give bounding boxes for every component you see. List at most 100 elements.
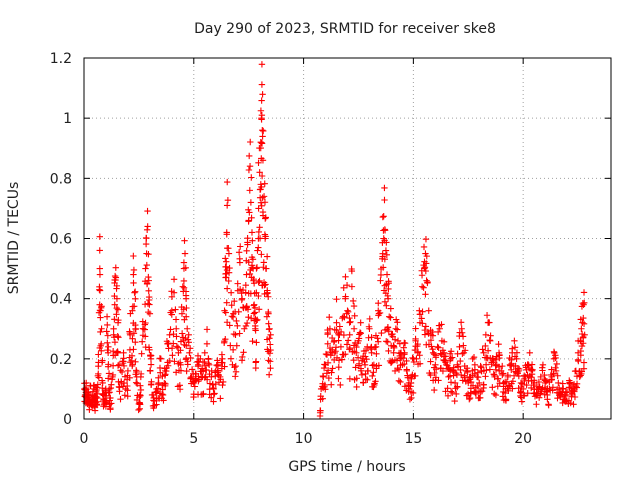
data-point xyxy=(385,280,392,287)
data-point xyxy=(217,395,224,402)
data-point xyxy=(113,285,120,292)
data-point xyxy=(413,355,420,363)
data-point xyxy=(232,362,239,370)
data-point xyxy=(119,383,127,390)
data-point xyxy=(227,342,234,349)
data-point xyxy=(255,292,262,300)
data-point xyxy=(247,199,255,206)
data-point xyxy=(486,366,494,373)
data-point xyxy=(255,278,262,286)
data-point xyxy=(573,372,581,380)
data-point xyxy=(539,361,547,369)
data-point xyxy=(552,352,559,359)
data-point xyxy=(246,163,254,170)
data-point xyxy=(353,375,360,382)
data-point xyxy=(177,347,184,354)
data-point xyxy=(427,358,434,365)
data-point xyxy=(545,401,552,408)
data-point xyxy=(259,127,266,134)
data-point xyxy=(462,367,470,375)
data-point xyxy=(484,347,492,354)
data-point xyxy=(136,401,144,408)
data-point xyxy=(225,250,233,257)
data-point xyxy=(435,344,442,351)
data-point xyxy=(393,357,401,364)
data-point xyxy=(392,325,400,332)
data-point xyxy=(317,407,324,414)
data-point xyxy=(432,365,440,373)
data-point xyxy=(425,307,432,314)
data-point xyxy=(131,303,138,310)
y-tick-label: 0.4 xyxy=(50,292,72,308)
data-point xyxy=(113,304,120,312)
data-point xyxy=(377,271,385,279)
data-point xyxy=(222,309,229,316)
data-point xyxy=(137,373,145,381)
data-point xyxy=(151,402,158,409)
data-point xyxy=(258,61,266,68)
data-point xyxy=(422,291,429,298)
data-point xyxy=(162,380,169,388)
data-point xyxy=(379,213,387,221)
data-point xyxy=(142,234,150,242)
data-point xyxy=(108,400,115,407)
data-point xyxy=(265,371,273,378)
data-point xyxy=(162,371,169,378)
data-point xyxy=(256,224,263,231)
data-point xyxy=(369,372,376,380)
data-point xyxy=(236,330,243,337)
data-point xyxy=(387,305,394,312)
data-point xyxy=(356,329,364,336)
data-point xyxy=(325,374,333,382)
data-point xyxy=(472,389,479,396)
data-point xyxy=(423,252,430,260)
data-point xyxy=(146,367,154,374)
data-point xyxy=(520,372,528,379)
x-tick-label: 10 xyxy=(295,431,313,447)
data-point xyxy=(170,340,177,347)
data-point xyxy=(255,306,263,313)
data-point xyxy=(262,265,270,272)
data-point xyxy=(420,284,427,291)
data-point xyxy=(530,381,537,389)
data-point xyxy=(499,371,506,379)
data-point xyxy=(145,287,152,294)
data-point xyxy=(105,361,112,368)
x-tick-label: 20 xyxy=(514,431,532,447)
data-point xyxy=(324,340,331,347)
data-point xyxy=(357,319,364,326)
data-point xyxy=(201,358,208,366)
data-point xyxy=(145,308,152,316)
data-point xyxy=(242,289,249,296)
data-point xyxy=(155,374,162,382)
data-point xyxy=(335,357,343,364)
data-point xyxy=(245,206,252,213)
data-point xyxy=(183,304,190,312)
data-point xyxy=(186,349,193,357)
data-point xyxy=(258,97,265,104)
data-point xyxy=(447,388,455,395)
data-point xyxy=(183,367,190,375)
data-point xyxy=(419,308,426,315)
data-point xyxy=(208,394,215,401)
data-point xyxy=(412,325,419,332)
data-point xyxy=(262,281,269,288)
data-point xyxy=(258,202,265,209)
data-point xyxy=(474,382,481,390)
data-point xyxy=(99,384,106,392)
data-point xyxy=(580,365,588,372)
data-point xyxy=(492,366,500,374)
data-point xyxy=(214,357,221,364)
data-point xyxy=(230,330,238,338)
data-point xyxy=(110,325,117,333)
data-point xyxy=(518,383,525,391)
data-point xyxy=(130,279,137,287)
data-point xyxy=(508,366,515,374)
data-point xyxy=(392,316,400,323)
data-point xyxy=(225,277,232,285)
data-point xyxy=(94,381,101,388)
data-point xyxy=(114,362,122,369)
data-point xyxy=(438,321,445,328)
data-point xyxy=(145,293,153,301)
data-point xyxy=(147,352,154,360)
